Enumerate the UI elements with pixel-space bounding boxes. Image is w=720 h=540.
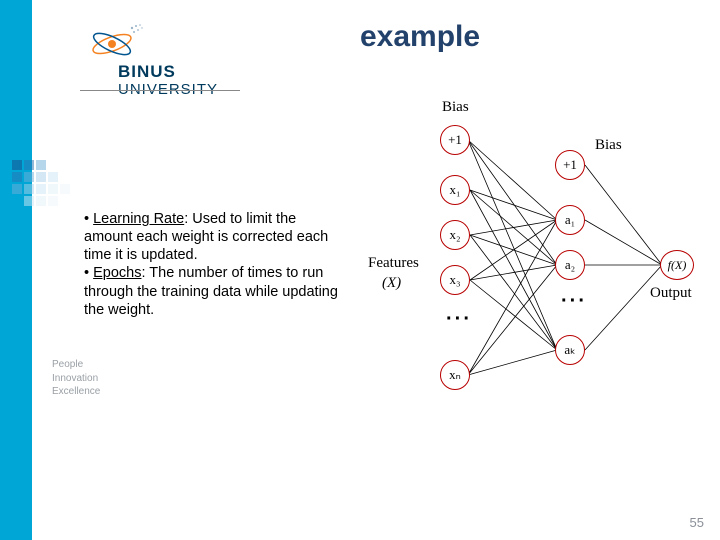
label-bias-hidden: Bias [595, 137, 622, 154]
brand-tagline: People Innovation Excellence [52, 358, 100, 399]
tagline-line: Excellence [52, 385, 100, 399]
nn-node-input-x3: x₃ [440, 265, 470, 295]
nn-node-hidden-a1: a₁ [555, 205, 585, 235]
label-bias-input: Bias [442, 99, 469, 116]
nn-node-hidden-a2: a₂ [555, 250, 585, 280]
term-learning-rate: Learning Rate [93, 211, 184, 227]
body-text: • Learning Rate: Used to limit the amoun… [84, 210, 344, 319]
logo-rule [80, 90, 240, 91]
nn-node-input-x1: x₁ [440, 175, 470, 205]
tagline-line: People [52, 358, 100, 372]
nn-node-hidden-bias: +1 [555, 150, 585, 180]
nn-node-input-xn: xₙ [440, 360, 470, 390]
page-number: 55 [690, 515, 704, 530]
atom-icon [90, 22, 150, 62]
label-output: Output [650, 285, 692, 302]
label-features: Features [368, 255, 419, 272]
nn-node-input-bias: +1 [440, 125, 470, 155]
nn-node-output: f(X) [660, 250, 694, 280]
slide-title: example [360, 20, 480, 54]
nn-node-input-x2: x₂ [440, 220, 470, 250]
term-epochs: Epochs [93, 265, 141, 281]
neural-net-diagram: Bias Bias Features (X) Output +1 x₁ x₂ x… [370, 95, 710, 435]
label-features-sub: (X) [382, 275, 401, 292]
nn-ellipsis-hidden: ··· [561, 290, 587, 313]
nn-node-hidden-ak: aₖ [555, 335, 585, 365]
tagline-line: Innovation [52, 372, 100, 386]
left-accent-bar [0, 0, 32, 540]
brand-name: BINUS [118, 62, 176, 82]
nn-edges [370, 95, 710, 435]
nn-ellipsis-input: ··· [446, 308, 472, 331]
